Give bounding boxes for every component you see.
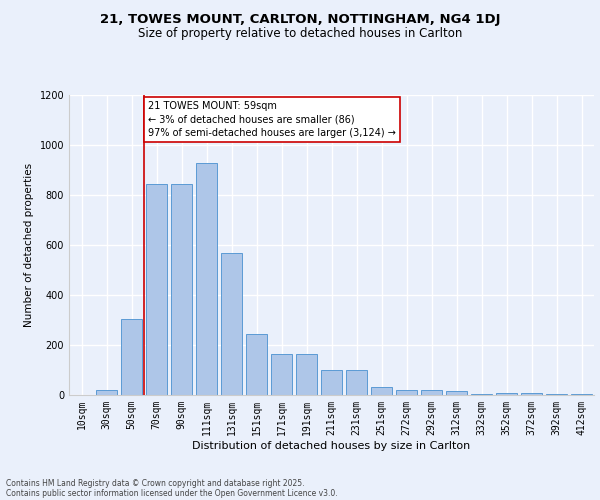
Bar	[571, 394, 592, 395]
Bar	[96, 390, 117, 395]
Bar	[521, 392, 542, 395]
Bar	[121, 319, 142, 395]
Bar	[321, 370, 342, 395]
Bar	[171, 184, 192, 395]
Text: Contains public sector information licensed under the Open Government Licence v3: Contains public sector information licen…	[6, 488, 338, 498]
Bar	[346, 370, 367, 395]
Bar	[471, 394, 492, 395]
X-axis label: Distribution of detached houses by size in Carlton: Distribution of detached houses by size …	[193, 440, 470, 450]
Bar	[246, 334, 267, 395]
Bar	[446, 391, 467, 395]
Bar	[271, 354, 292, 395]
Text: Size of property relative to detached houses in Carlton: Size of property relative to detached ho…	[138, 28, 462, 40]
Bar	[421, 390, 442, 395]
Bar	[146, 184, 167, 395]
Bar	[371, 387, 392, 395]
Y-axis label: Number of detached properties: Number of detached properties	[24, 163, 34, 327]
Bar	[296, 354, 317, 395]
Bar	[196, 162, 217, 395]
Text: Contains HM Land Registry data © Crown copyright and database right 2025.: Contains HM Land Registry data © Crown c…	[6, 478, 305, 488]
Text: 21 TOWES MOUNT: 59sqm
← 3% of detached houses are smaller (86)
97% of semi-detac: 21 TOWES MOUNT: 59sqm ← 3% of detached h…	[148, 102, 395, 138]
Bar	[396, 390, 417, 395]
Bar	[496, 392, 517, 395]
Bar	[221, 252, 242, 395]
Text: 21, TOWES MOUNT, CARLTON, NOTTINGHAM, NG4 1DJ: 21, TOWES MOUNT, CARLTON, NOTTINGHAM, NG…	[100, 12, 500, 26]
Bar	[546, 394, 567, 395]
